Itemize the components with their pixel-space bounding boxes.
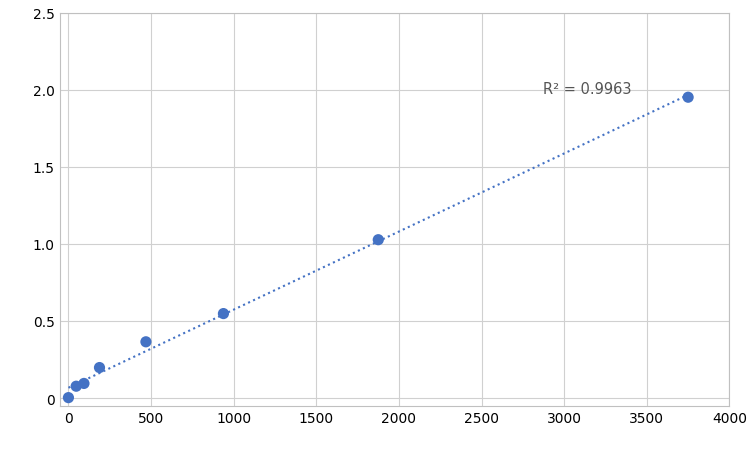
Point xyxy=(93,364,105,371)
Point xyxy=(682,94,694,101)
Point xyxy=(62,394,74,401)
Point xyxy=(140,338,152,345)
Point xyxy=(372,237,384,244)
Text: R² = 0.9963: R² = 0.9963 xyxy=(543,82,631,97)
Point xyxy=(70,383,82,390)
Point xyxy=(78,380,90,387)
Point xyxy=(217,310,229,318)
